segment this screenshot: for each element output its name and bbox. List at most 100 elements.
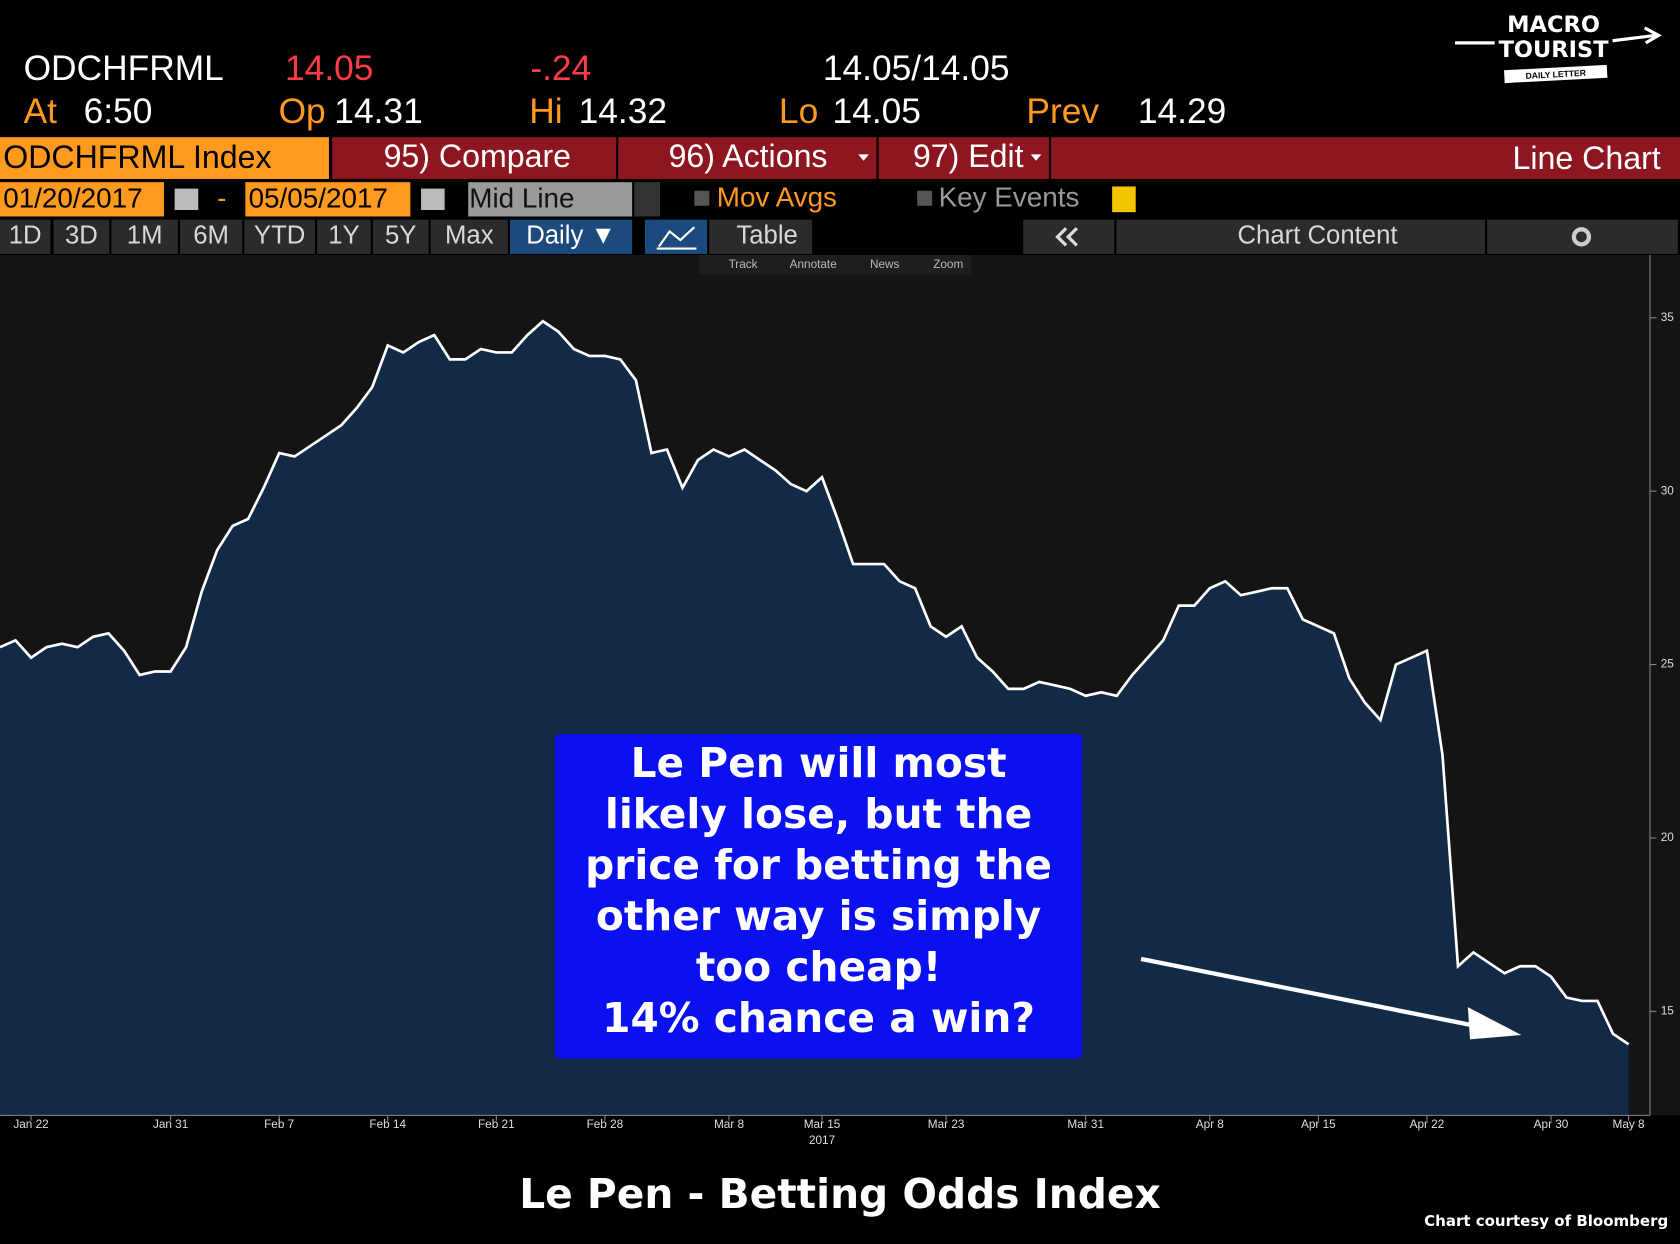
y-tick-label: 15 — [1661, 1004, 1675, 1017]
logo-tagline: DAILY LETTER — [1525, 68, 1587, 81]
tab-label[interactable]: Table — [736, 222, 797, 250]
logo-banner — [1504, 64, 1608, 84]
tool[interactable]: Zoom — [933, 258, 963, 271]
calendar-icon[interactable] — [421, 188, 445, 211]
settings-icon[interactable] — [1571, 227, 1592, 247]
tab[interactable] — [1487, 219, 1678, 254]
field-box[interactable] — [468, 182, 633, 217]
tab-label[interactable]: 5Y — [385, 222, 416, 250]
x-tick-label: Jan 31 — [153, 1118, 188, 1131]
option[interactable]: Mov Avgs — [717, 182, 837, 213]
tab[interactable] — [180, 219, 243, 254]
label: Hi — [529, 92, 562, 131]
tab-label[interactable]: 3D — [65, 222, 98, 250]
dropdown-caret — [1030, 154, 1042, 161]
menu-item[interactable]: 96) Actions — [669, 138, 828, 174]
option[interactable]: Key Events — [939, 182, 1080, 213]
checkbox[interactable] — [917, 190, 933, 206]
security[interactable]: ODCHFRML Index — [3, 139, 271, 175]
label: At — [24, 92, 58, 131]
date-box[interactable] — [245, 182, 411, 217]
arrow-head — [1467, 1007, 1522, 1040]
view-name: Line Chart — [1512, 140, 1660, 176]
x-tick-label: Apr 15 — [1301, 1118, 1336, 1131]
logo-arrow — [1643, 26, 1662, 45]
tool[interactable]: Track — [729, 258, 758, 271]
value: 14.05 — [833, 92, 921, 131]
tab[interactable] — [1116, 219, 1485, 254]
tool[interactable]: News — [870, 258, 900, 271]
tab[interactable] — [0, 219, 51, 254]
label: Prev — [1026, 92, 1099, 131]
calendar-icon[interactable] — [174, 188, 199, 211]
security-box[interactable] — [0, 137, 329, 179]
change: -.24 — [530, 49, 591, 88]
tab-label[interactable]: 1D — [9, 222, 42, 250]
y-tick-label: 25 — [1661, 658, 1675, 671]
logo-arrow — [1612, 33, 1656, 43]
y-tick-label: 35 — [1661, 311, 1675, 324]
annotation-line: likely lose, but the — [605, 790, 1032, 838]
end-date[interactable]: 05/05/2017 — [249, 183, 388, 214]
checkbox[interactable] — [694, 190, 710, 206]
date-separator: - — [217, 183, 226, 214]
x-tick-label: May 8 — [1613, 1118, 1645, 1131]
x-tick-label: Jan 22 — [13, 1118, 48, 1131]
y-tick-label: 20 — [1661, 831, 1675, 844]
time: 6:50 — [84, 92, 153, 131]
tool[interactable]: Annotate — [790, 258, 838, 271]
x-tick-label: Feb 28 — [587, 1118, 624, 1131]
field-dropdown[interactable] — [634, 182, 660, 217]
tab[interactable] — [53, 219, 110, 254]
bid-ask: 14.05/14.05 — [823, 49, 1010, 88]
x-tick-label: Apr 8 — [1196, 1118, 1225, 1131]
chart-icon — [656, 226, 697, 250]
x-tick-label: Mar 15 — [804, 1118, 841, 1131]
x-tick-label: Mar 31 — [1067, 1118, 1104, 1131]
tab[interactable] — [430, 219, 508, 254]
tab-label[interactable]: 1M — [127, 222, 163, 250]
start-date[interactable]: 01/20/2017 — [3, 183, 142, 214]
annotation-line: 14% chance a win? — [602, 994, 1035, 1042]
tab-label[interactable]: Chart Content — [1238, 222, 1398, 250]
footer-title: Le Pen - Betting Odds Index — [519, 1170, 1161, 1218]
y-tick-label: 30 — [1661, 484, 1675, 497]
info-icon[interactable] — [1112, 186, 1136, 213]
tab-label[interactable]: 6M — [193, 222, 229, 250]
value: 14.29 — [1138, 92, 1226, 131]
logo-text: TOURIST — [1499, 37, 1610, 63]
tab-label[interactable]: YTD — [254, 222, 305, 250]
x-tick-label: Feb 14 — [369, 1118, 406, 1131]
tab[interactable] — [111, 219, 178, 254]
price-field[interactable]: Mid Line — [469, 183, 574, 214]
tab-active[interactable] — [510, 219, 633, 254]
year-label: 2017 — [809, 1134, 835, 1147]
tab[interactable] — [372, 219, 429, 254]
date-box[interactable] — [0, 182, 164, 217]
tab[interactable] — [317, 219, 371, 254]
annotation-box — [555, 733, 1083, 1059]
arrow — [1140, 956, 1479, 1029]
frequency[interactable]: Daily ▼ — [526, 222, 616, 250]
tool-bar — [698, 255, 971, 275]
annotation-line: other way is simply — [596, 892, 1041, 940]
x-tick-label: Apr 22 — [1410, 1118, 1445, 1131]
tab[interactable] — [709, 219, 813, 254]
menu-bar — [332, 137, 1680, 179]
annotation-line: too cheap! — [696, 943, 941, 991]
menu-item[interactable]: 95) Compare — [384, 138, 571, 174]
label: Lo — [779, 92, 818, 131]
tab-label[interactable]: Max — [445, 222, 494, 250]
menu-item[interactable]: 97) Edit — [913, 138, 1024, 174]
value: 14.31 — [334, 92, 422, 131]
logo: MACRO TOURIST DAILY LETTER — [1455, 12, 1662, 84]
x-tick-label: Mar 23 — [928, 1118, 965, 1131]
area — [0, 321, 1629, 1116]
collapse-icon — [1055, 227, 1078, 247]
x-tick-label: Feb 7 — [264, 1118, 294, 1131]
tab-label[interactable]: 1Y — [328, 222, 359, 250]
label: Op — [279, 92, 326, 131]
tab[interactable] — [244, 219, 315, 254]
x-tick-label: Apr 30 — [1534, 1118, 1569, 1131]
